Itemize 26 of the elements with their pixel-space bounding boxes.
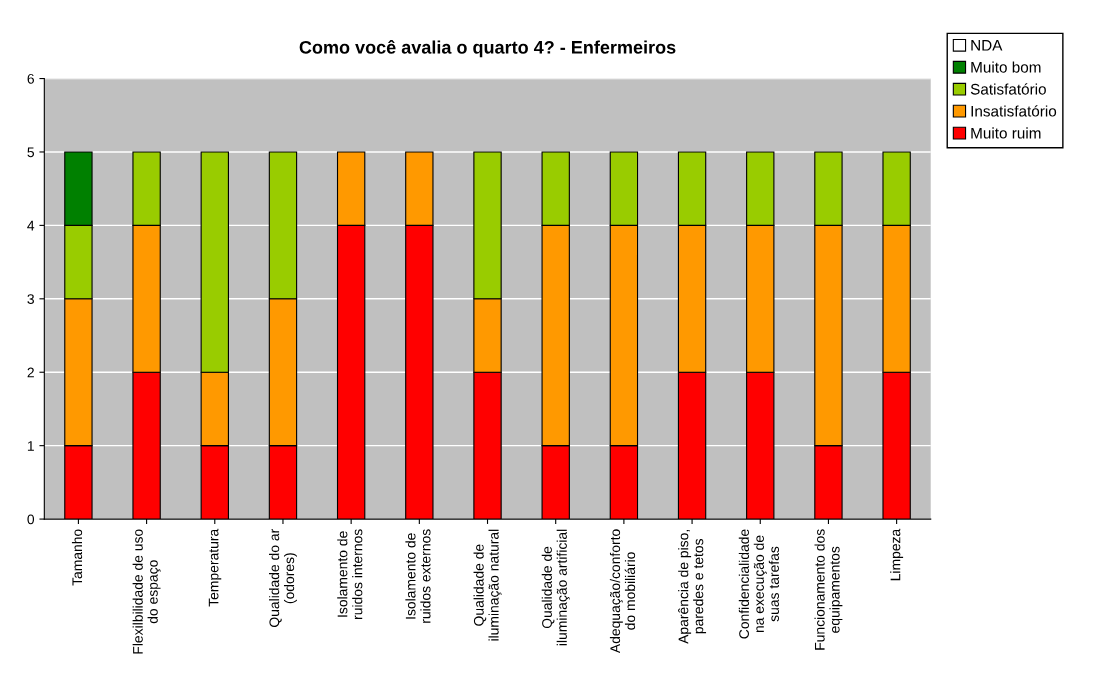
legend-label: Muito bom [971,61,1041,73]
x-tick-label: Qualidade de iluminação natural [473,529,502,641]
y-tick-label: 2 [27,367,34,378]
y-tick-label: 5 [27,147,35,158]
x-tick-label: Limpeza [890,528,904,581]
x-tick-label: Qualidade do ar (odores) [269,529,297,627]
x-tick-label: Isolamento de ruidos internos [337,529,363,619]
y-tick-label: 4 [27,220,35,231]
y-tick-label: 6 [27,73,34,84]
x-tick-label: Tamanho [71,529,83,586]
y-tick-label: 3 [27,294,34,304]
x-tick-label: Flexilbilidade de uso do espaço [132,529,161,654]
y-tick-label: 1 [27,441,34,451]
x-tick-label: Isolamento de ruidos externos [405,529,431,623]
legend-label: Insatisfatório [971,105,1057,117]
legend-label: Muito ruim [971,127,1041,139]
x-tick-label: Confidencialidade na execução de suas tarefas [738,529,779,639]
chart-title: Como você avalia o quarto 4? - Enfermeiros [299,40,676,58]
y-tick-label: 0 [27,514,35,525]
x-tick-label: Adequação/conforto do mobiliário [609,529,636,654]
x-tick-label: Temperatura [208,528,222,607]
x-tick-label: Qualidade de iluminação artificial [541,529,570,646]
x-tick-label: Aparência de piso, paredes e tetos [678,530,707,644]
x-tick-label: Funcionamento dos equipamentos [814,529,843,650]
legend-label: NDA [971,40,1003,51]
legend-label: Satisfatório [970,83,1046,95]
